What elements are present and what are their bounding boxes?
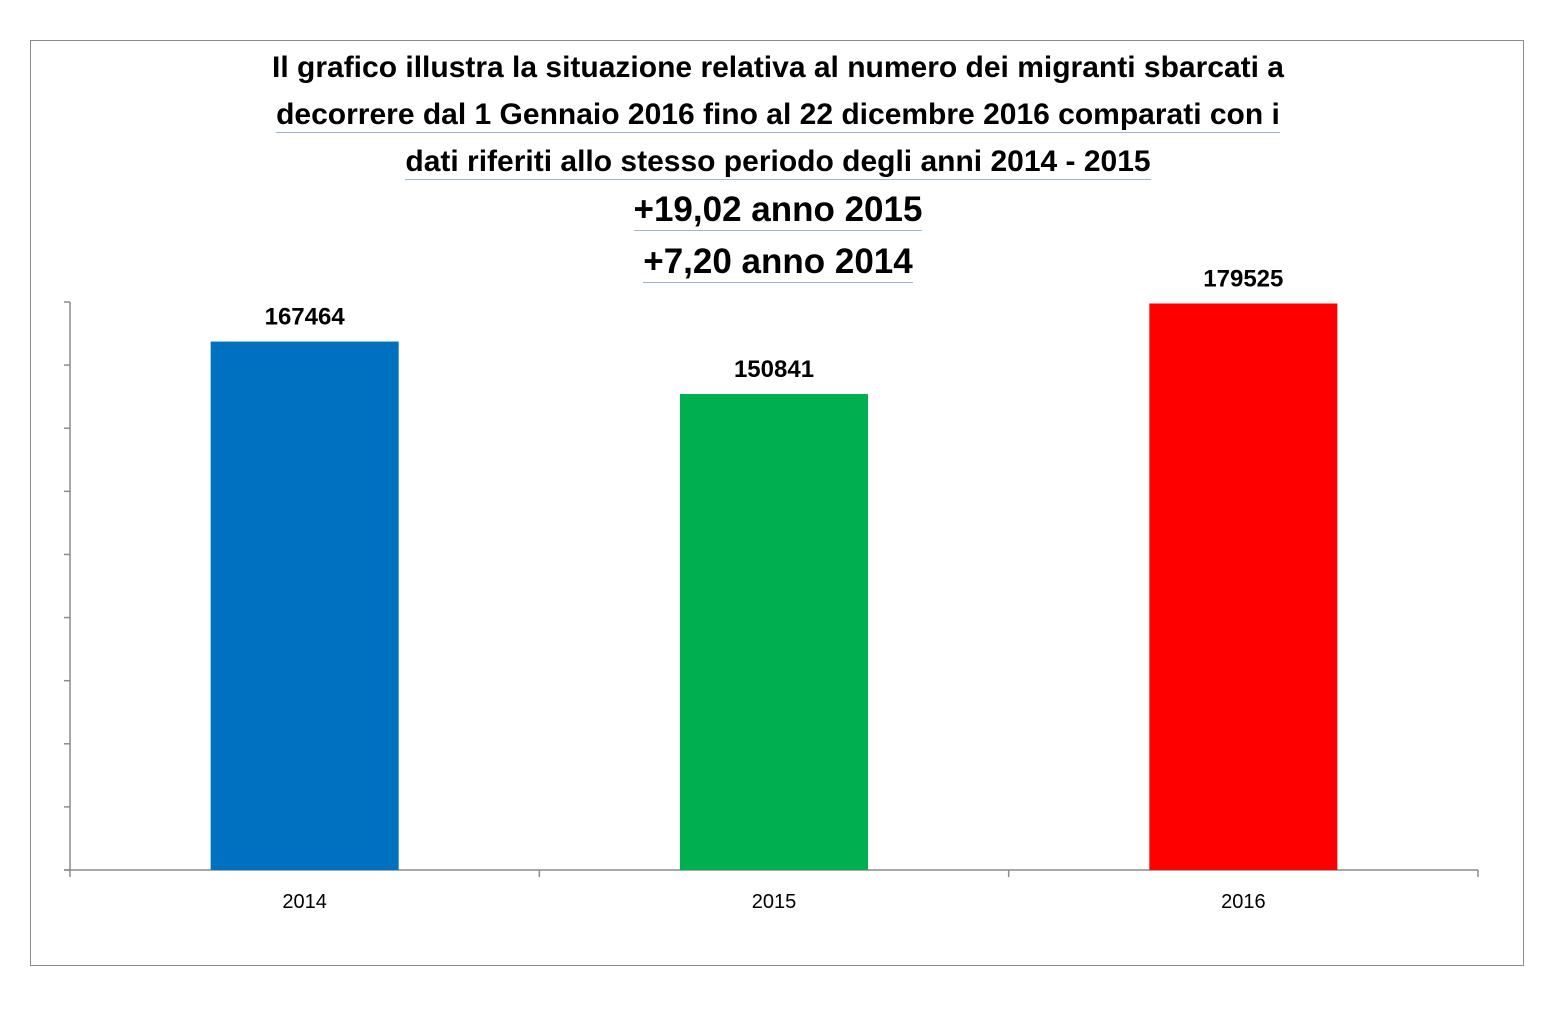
chart-title-line-5: +7,20 anno 2014 [0, 241, 1556, 283]
chart-title-line-3: dati riferiti allo stesso periodo degli … [0, 144, 1556, 180]
bar-2016 [1149, 303, 1338, 870]
bar-2014 [210, 341, 399, 870]
data-label-2016: 179525 [1203, 265, 1283, 292]
title-text-3: dati riferiti allo stesso periodo degli … [405, 145, 1151, 180]
data-label-2015: 150841 [734, 356, 814, 383]
x-tick-label-2016: 2016 [1221, 891, 1266, 913]
title-text-2: decorrere dal 1 Gennaio 2016 fino al 22 … [276, 98, 1280, 133]
data-label-2014: 167464 [265, 304, 346, 331]
bar-2015 [680, 394, 868, 870]
chart-title-line-1: Il grafico illustra la situazione relati… [0, 50, 1556, 86]
title-text-5: +7,20 anno 2014 [643, 242, 913, 283]
title-text-1: Il grafico illustra la situazione relati… [272, 51, 1284, 84]
x-tick-label-2014: 2014 [282, 891, 327, 913]
chart-title-line-2: decorrere dal 1 Gennaio 2016 fino al 22 … [0, 97, 1556, 133]
title-text-4: +19,02 anno 2015 [633, 190, 923, 231]
chart-title-line-4: +19,02 anno 2015 [0, 189, 1556, 231]
x-tick-label-2015: 2015 [752, 891, 797, 913]
